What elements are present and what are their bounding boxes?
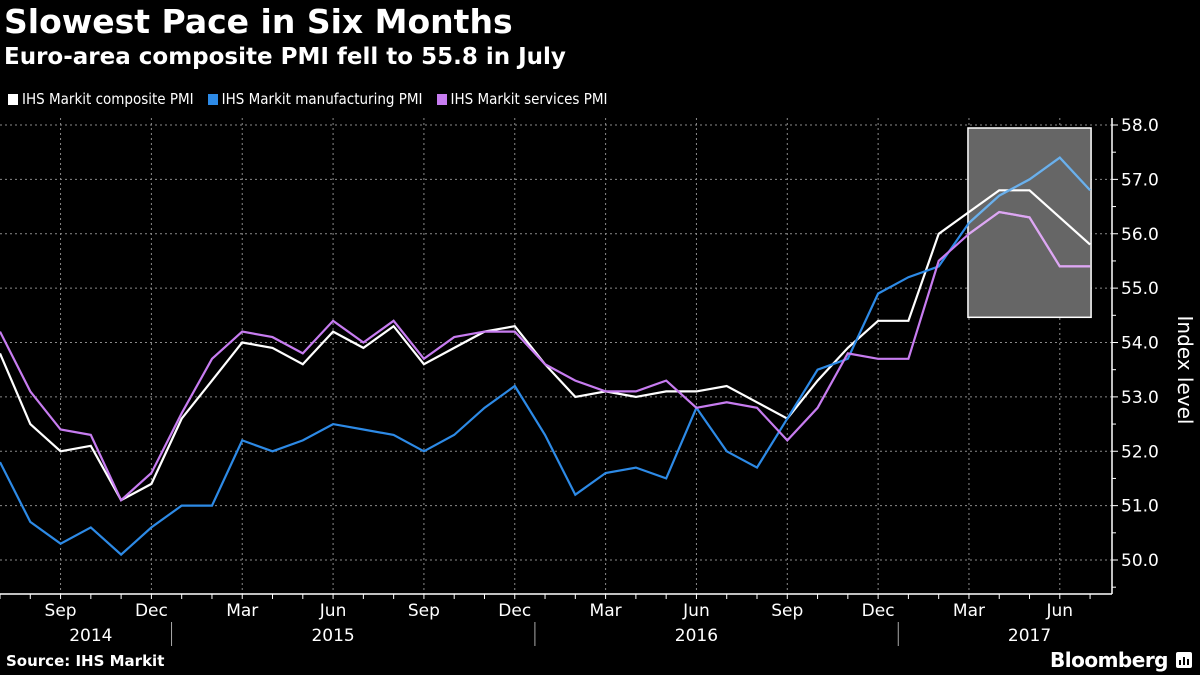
x-tick-label: Sep — [45, 601, 77, 621]
x-tick-label: Dec — [862, 601, 895, 621]
series-line-highlight-manufacturing — [967, 156, 1091, 227]
legend-item-services[interactable]: IHS Markit services PMI — [436, 90, 608, 108]
y-tick-label: 57.0 — [1121, 170, 1159, 190]
x-tick-label: Jun — [1046, 601, 1074, 621]
chart-title: Slowest Pace in Six Months — [4, 2, 513, 41]
x-tick-label: Mar — [226, 601, 258, 621]
legend-label-services: IHS Markit services PMI — [450, 90, 608, 108]
legend-item-manufacturing[interactable]: IHS Markit manufacturing PMI — [207, 90, 423, 108]
y-tick-label: 51.0 — [1121, 497, 1159, 517]
grid-lines — [0, 118, 1112, 594]
y-tick-label: 54.0 — [1121, 334, 1159, 354]
y-tick-label: 58.0 — [1121, 116, 1159, 136]
legend-swatch-composite — [8, 93, 18, 105]
series-line-manufacturing — [0, 156, 1091, 557]
axes: 58.0 57.0 56.0 55.0 54.0 53.0 52.0 51.0 50.0 Sep D… — [0, 116, 1159, 646]
legend-swatch-manufacturing — [207, 93, 218, 105]
x-year-label: 2014 — [69, 626, 112, 646]
legend-label-composite: IHS Markit composite PMI — [22, 90, 194, 108]
legend-swatch-services — [436, 93, 447, 105]
x-year-label: 2015 — [311, 626, 354, 646]
series-line-composite — [0, 189, 1091, 502]
chart-subtitle: Euro-area composite PMI fell to 55.8 in … — [4, 44, 566, 70]
legend: IHS Markit composite PMI IHS Markit manu… — [8, 90, 608, 108]
x-year-label: 2016 — [675, 626, 718, 646]
legend-label-manufacturing: IHS Markit manufacturing PMI — [221, 90, 423, 108]
x-tick-label: Jun — [682, 601, 710, 621]
x-tick-label: Mar — [953, 601, 985, 621]
bloomberg-logo-text: Bloomberg — [1050, 648, 1168, 672]
y-axis-title: Index level — [1173, 316, 1197, 425]
series-line-services — [0, 210, 1091, 503]
legend-item-composite[interactable]: IHS Markit composite PMI — [8, 90, 194, 108]
bloomberg-chart-icon — [1176, 652, 1192, 668]
highlight-box — [967, 127, 1092, 319]
y-tick-label: 52.0 — [1121, 442, 1159, 462]
y-tick-label: 55.0 — [1121, 279, 1159, 299]
y-tick-label: 53.0 — [1121, 388, 1159, 408]
source-note: Source: IHS Markit — [6, 652, 165, 670]
x-tick-label: Dec — [498, 601, 531, 621]
x-tick-label: Mar — [590, 601, 622, 621]
x-tick-label: Jun — [319, 601, 347, 621]
x-year-label: 2017 — [1008, 626, 1051, 646]
x-tick-label: Sep — [408, 601, 440, 621]
highlight-region — [967, 127, 1092, 319]
y-tick-label: 50.0 — [1121, 551, 1159, 571]
brand: Bloomberg — [1050, 648, 1192, 672]
y-tick-label: 56.0 — [1121, 225, 1159, 245]
x-tick-label: Sep — [771, 601, 803, 621]
series-lines — [0, 156, 1091, 557]
x-tick-label: Dec — [135, 601, 168, 621]
